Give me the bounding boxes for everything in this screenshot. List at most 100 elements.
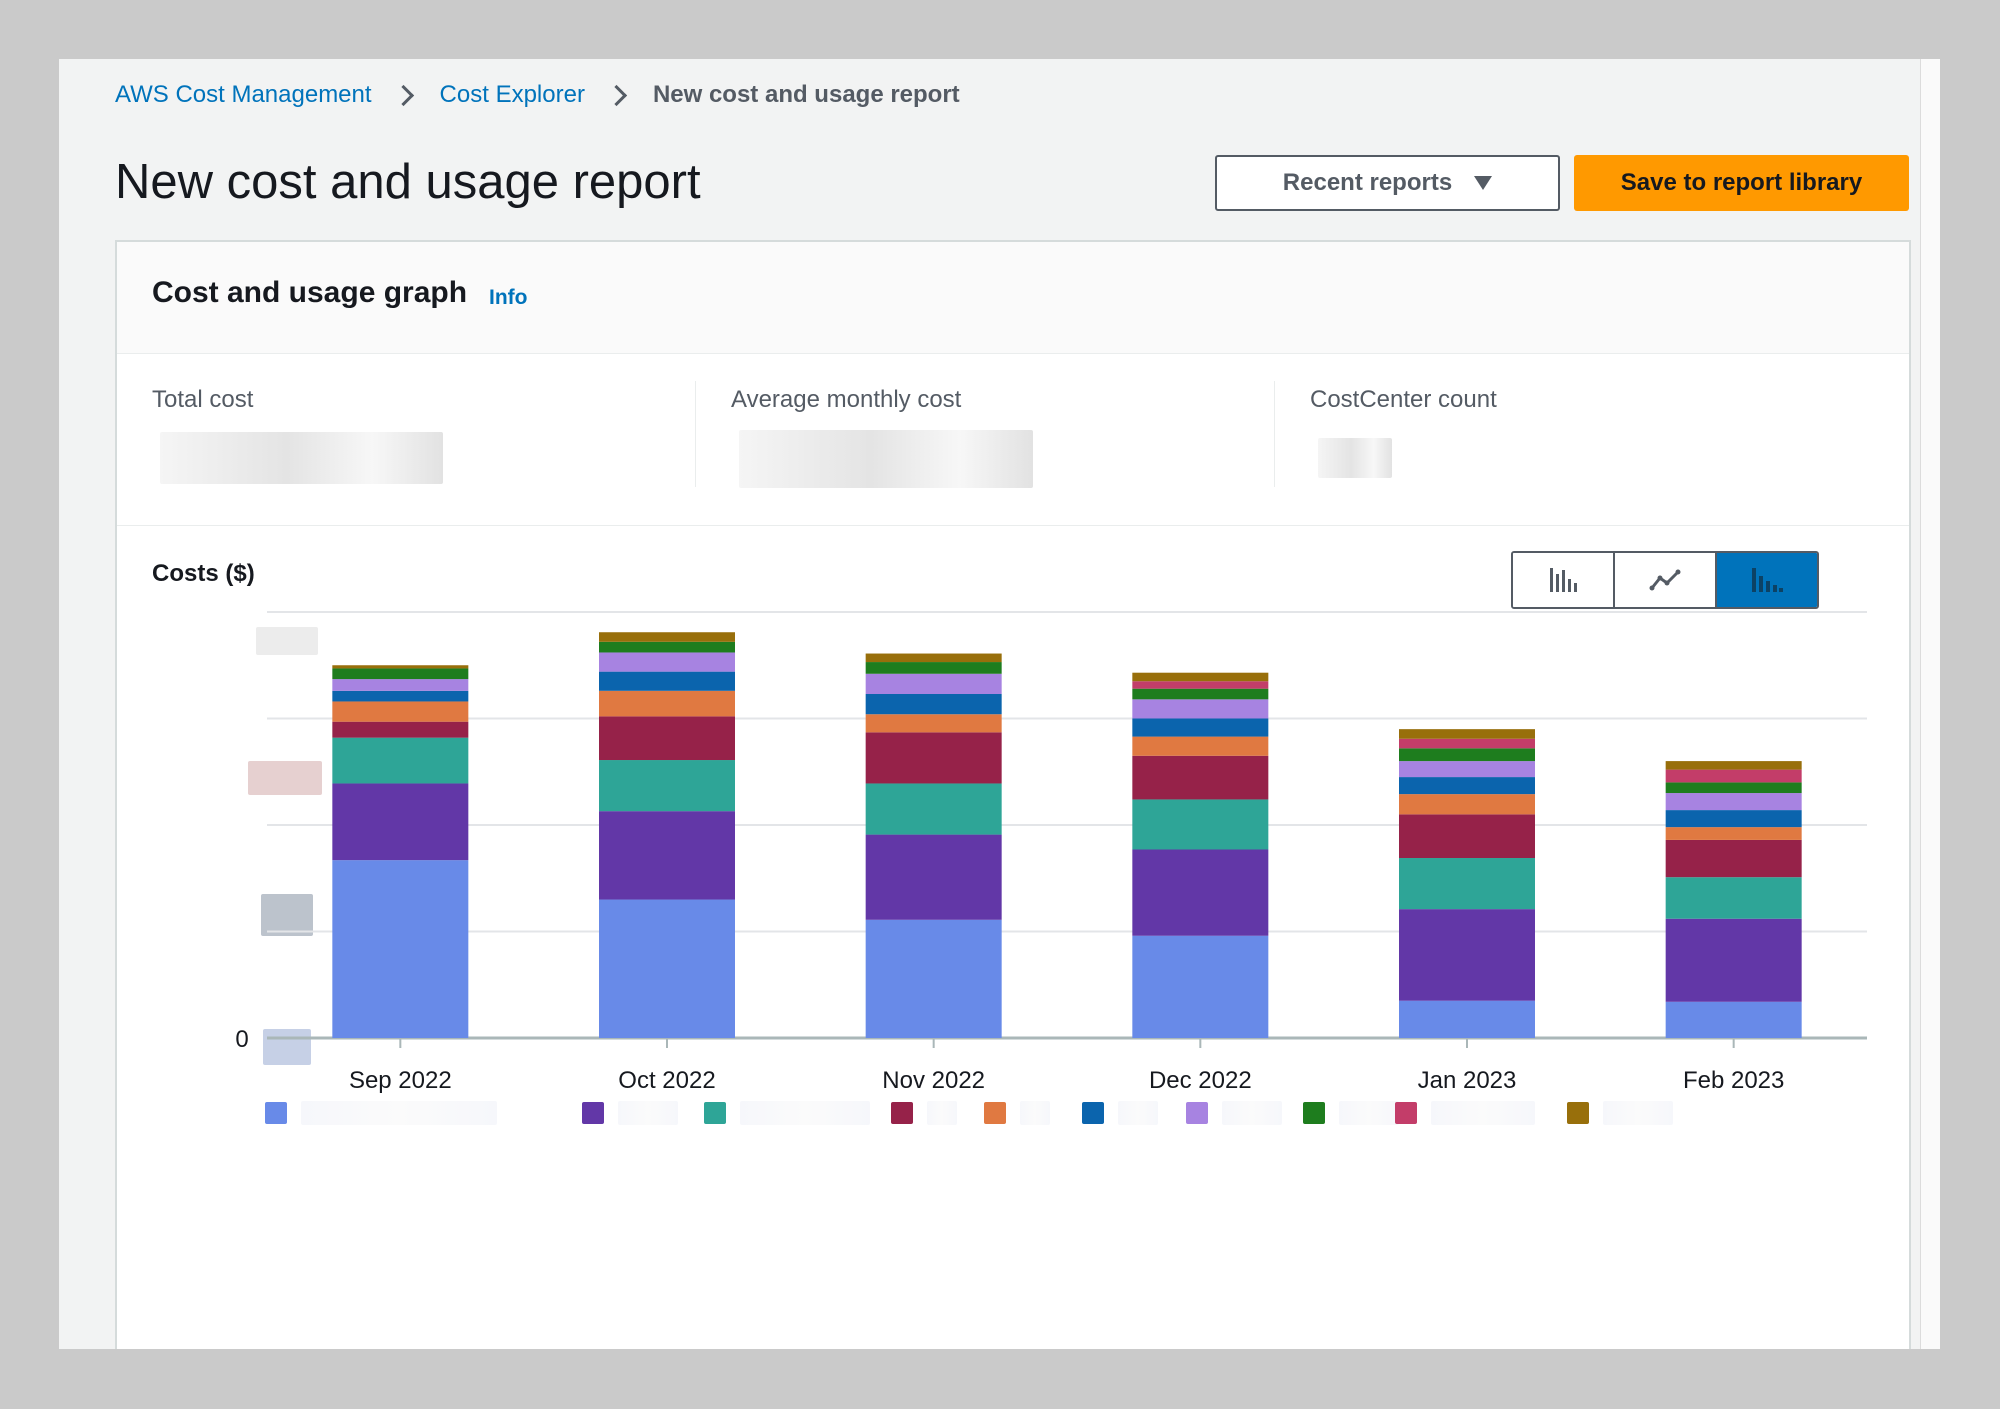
bar-segment[interactable] — [1399, 738, 1535, 749]
legend-label-redacted — [618, 1101, 679, 1125]
bar-segment[interactable] — [1399, 1000, 1535, 1038]
bar-segment[interactable] — [1665, 1001, 1802, 1038]
chart-type-toggle — [1511, 551, 1819, 609]
x-tick-label: Dec 2022 — [1149, 1067, 1252, 1094]
legend-item[interactable] — [891, 1101, 958, 1125]
bar-segment[interactable] — [599, 811, 735, 900]
bar-segment[interactable] — [1399, 909, 1535, 1001]
metric-divider — [695, 381, 696, 487]
legend-item[interactable] — [582, 1101, 679, 1125]
bar-segment[interactable] — [1665, 877, 1802, 919]
bar-segment[interactable] — [1132, 799, 1269, 850]
bar-segment[interactable] — [332, 668, 469, 680]
legend-item[interactable] — [984, 1101, 1051, 1125]
legend-label-redacted — [927, 1101, 958, 1125]
bar-segment[interactable] — [332, 737, 469, 784]
bar-segment[interactable] — [865, 834, 1002, 920]
breadcrumb-link-cost-explorer[interactable]: Cost Explorer — [439, 81, 585, 108]
bar-segment[interactable] — [332, 701, 469, 722]
bar-segment[interactable] — [1132, 718, 1269, 737]
bar-segment[interactable] — [865, 714, 1002, 733]
legend-item[interactable] — [1303, 1101, 1399, 1125]
app-window: AWS Cost Management Cost Explorer New co… — [59, 59, 1939, 1349]
metric-costcenter-count: CostCenter count — [1310, 386, 1497, 414]
bar-segment[interactable] — [332, 679, 469, 691]
bar-segment[interactable] — [1399, 794, 1535, 815]
bar-segment[interactable] — [1665, 918, 1802, 1002]
metric-average-monthly-cost: Average monthly cost — [731, 386, 961, 414]
bar-segment[interactable] — [1665, 761, 1802, 770]
bar-segment[interactable] — [332, 690, 469, 702]
bar-segment[interactable] — [1132, 688, 1269, 700]
bar-segment[interactable] — [1665, 793, 1802, 811]
metric-divider — [1274, 381, 1275, 487]
legend-item[interactable] — [1567, 1101, 1674, 1125]
chart-area: Costs ($) — [117, 526, 1909, 1346]
bar-segment[interactable] — [1132, 736, 1269, 756]
info-link[interactable]: Info — [489, 286, 528, 309]
bar-segment[interactable] — [1665, 839, 1802, 878]
bar-segment[interactable] — [332, 783, 469, 861]
chart-type-bar[interactable] — [1513, 553, 1613, 607]
bar-segment[interactable] — [1399, 761, 1535, 778]
caret-down-icon — [1474, 176, 1493, 190]
bar-segment[interactable] — [332, 860, 469, 1038]
bar-segment[interactable] — [1132, 755, 1269, 800]
recent-reports-dropdown[interactable]: Recent reports — [1215, 155, 1560, 211]
bar-segment[interactable] — [1399, 777, 1535, 795]
bar-segment[interactable] — [599, 671, 735, 691]
bar-segment[interactable] — [865, 783, 1002, 835]
legend-item[interactable] — [264, 1101, 497, 1125]
legend-item[interactable] — [1185, 1101, 1282, 1125]
bar-segment[interactable] — [1665, 827, 1802, 840]
bar-segment[interactable] — [865, 732, 1002, 784]
bar-segment[interactable] — [1132, 672, 1269, 682]
x-tick-label: Oct 2022 — [618, 1067, 715, 1094]
legend-label-redacted — [739, 1101, 870, 1125]
chart-type-stacked[interactable] — [1715, 553, 1817, 607]
scrollbar[interactable] — [1920, 59, 1940, 1349]
legend-swatch — [264, 1102, 287, 1124]
bar-segment[interactable] — [332, 721, 469, 738]
legend-item[interactable] — [1394, 1101, 1535, 1125]
save-to-report-library-button[interactable]: Save to report library — [1574, 155, 1909, 211]
bar-segment[interactable] — [1132, 681, 1269, 689]
bar-segment[interactable] — [865, 919, 1002, 1038]
legend-swatch — [582, 1102, 605, 1124]
chevron-right-icon — [394, 84, 416, 106]
bar-segment[interactable] — [1399, 729, 1535, 739]
chart-type-line[interactable] — [1613, 553, 1715, 607]
bar-chart-icon — [1550, 568, 1577, 592]
bar-segment[interactable] — [332, 665, 469, 669]
breadcrumb-current: New cost and usage report — [652, 81, 960, 108]
bar-segment[interactable] — [1132, 935, 1269, 1038]
bar-segment[interactable] — [599, 716, 735, 761]
bar-segment[interactable] — [1665, 810, 1802, 828]
bar-segment[interactable] — [599, 899, 735, 1038]
bar-segment[interactable] — [865, 653, 1002, 663]
bar-segment[interactable] — [865, 673, 1002, 695]
bar-segment[interactable] — [1132, 849, 1269, 936]
line-chart-icon — [1649, 569, 1681, 591]
bar-segment[interactable] — [599, 632, 735, 642]
bar-segment[interactable] — [1665, 782, 1802, 794]
bar-segment[interactable] — [599, 760, 735, 812]
bar-segment[interactable] — [1399, 748, 1535, 762]
breadcrumb-link-cost-management[interactable]: AWS Cost Management — [115, 81, 372, 108]
bar-segment[interactable] — [865, 662, 1002, 674]
bar-segment[interactable] — [1665, 769, 1802, 783]
bar-segment[interactable] — [1399, 858, 1535, 910]
legend-item[interactable] — [1082, 1101, 1159, 1125]
bar-segment[interactable] — [1399, 814, 1535, 859]
x-tick-label: Sep 2022 — [349, 1067, 452, 1094]
legend-item[interactable] — [703, 1101, 870, 1125]
legend-swatch — [703, 1102, 726, 1124]
bar-segment[interactable] — [865, 694, 1002, 715]
bar-segment[interactable] — [599, 652, 735, 672]
bar-segment[interactable] — [599, 690, 735, 717]
bar-segment[interactable] — [1132, 699, 1269, 719]
x-tick-label: Nov 2022 — [882, 1067, 985, 1094]
legend-swatch — [1394, 1102, 1417, 1124]
legend-swatch — [891, 1102, 914, 1124]
bar-segment[interactable] — [599, 641, 735, 653]
